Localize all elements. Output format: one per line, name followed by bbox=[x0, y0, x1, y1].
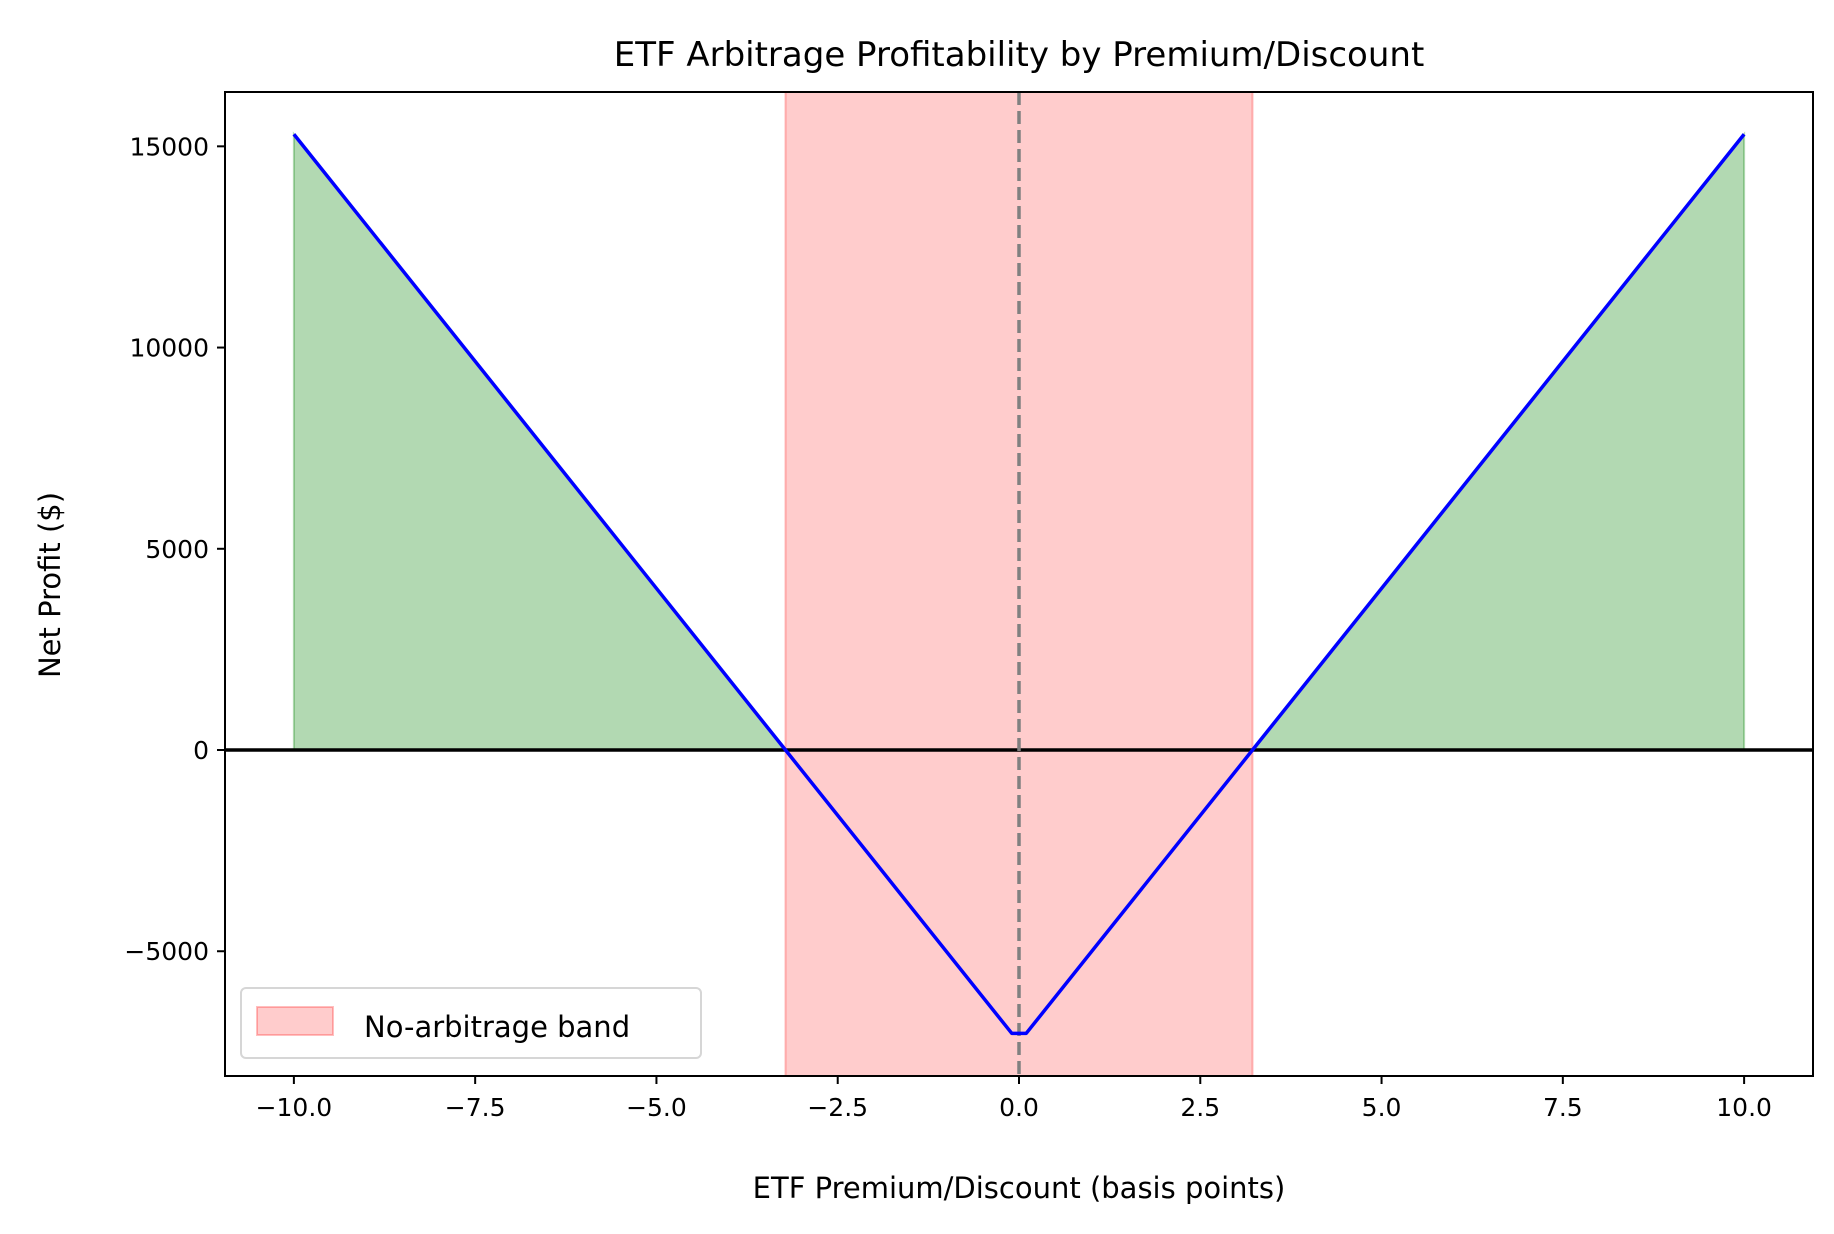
legend-swatch-band bbox=[256, 1006, 334, 1036]
legend: No-arbitrage band bbox=[240, 987, 702, 1059]
y-tick-label: −5000 bbox=[124, 937, 209, 966]
x-tick-label: −7.5 bbox=[445, 1093, 506, 1122]
x-tick-label: 10.0 bbox=[1716, 1093, 1772, 1122]
plot-area bbox=[224, 91, 1814, 1077]
x-tick-label: −5.0 bbox=[626, 1093, 687, 1122]
chart-title: ETF Arbitrage Profitability by Premium/D… bbox=[614, 35, 1425, 75]
y-axis-label: Net Profit ($) bbox=[33, 492, 67, 678]
x-tick-label: 0.0 bbox=[999, 1093, 1039, 1122]
net-profit-line bbox=[292, 133, 1746, 1036]
y-tick-label: 5000 bbox=[145, 535, 209, 564]
x-axis: −10.0 −7.5 −5.0 −2.5 0.0 2.5 5.0 7.5 10.0 bbox=[256, 1076, 1772, 1122]
x-tick-label: −2.5 bbox=[807, 1093, 868, 1122]
y-axis: −5000 0 5000 10000 15000 bbox=[124, 132, 225, 966]
y-tick-label: 0 bbox=[193, 736, 209, 765]
legend-frame bbox=[240, 987, 702, 1059]
y-tick-label: 10000 bbox=[129, 334, 209, 363]
x-tick-label: −10.0 bbox=[256, 1093, 333, 1122]
x-tick-label: 2.5 bbox=[1180, 1093, 1220, 1122]
y-tick-label: 15000 bbox=[129, 132, 209, 161]
x-axis-label: ETF Premium/Discount (basis points) bbox=[753, 1171, 1286, 1205]
x-tick-label: 5.0 bbox=[1362, 1093, 1402, 1122]
legend-label-band: No-arbitrage band bbox=[364, 1010, 630, 1044]
x-tick-label: 7.5 bbox=[1543, 1093, 1583, 1122]
